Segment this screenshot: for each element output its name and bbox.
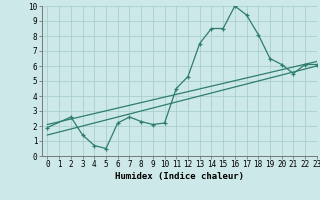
X-axis label: Humidex (Indice chaleur): Humidex (Indice chaleur) (115, 172, 244, 181)
